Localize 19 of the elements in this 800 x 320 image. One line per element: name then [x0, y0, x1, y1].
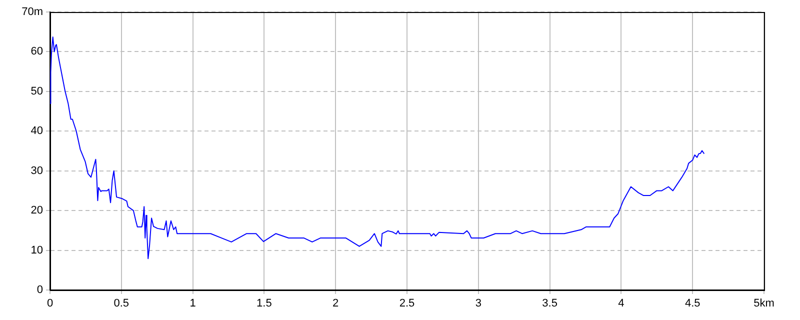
y-tick-label: 70m [22, 6, 43, 18]
y-tick-label: 30 [30, 164, 43, 177]
y-tick-label: 40 [30, 125, 43, 138]
x-tick-label: 2.5 [399, 298, 415, 310]
x-tick-label: 4.5 [684, 298, 700, 310]
x-tick-label: 1.5 [256, 298, 272, 310]
x-tick-label: 4 [618, 298, 624, 310]
y-tick-label: 20 [30, 204, 43, 217]
y-tick-label: 0 [36, 284, 43, 296]
x-tick-label: 2 [332, 298, 339, 310]
y-tick-label: 10 [30, 244, 43, 256]
x-tick-label: 5km [754, 298, 774, 310]
y-tick-label: 60 [30, 46, 43, 58]
x-tick-label: 3 [475, 298, 482, 310]
x-tick-label: 3.5 [542, 298, 558, 310]
x-tick-label: 0 [46, 298, 54, 310]
y-tick-label: 50 [30, 85, 43, 98]
x-tick-label: 0.5 [114, 298, 130, 310]
x-tick-label: 1 [190, 298, 196, 310]
